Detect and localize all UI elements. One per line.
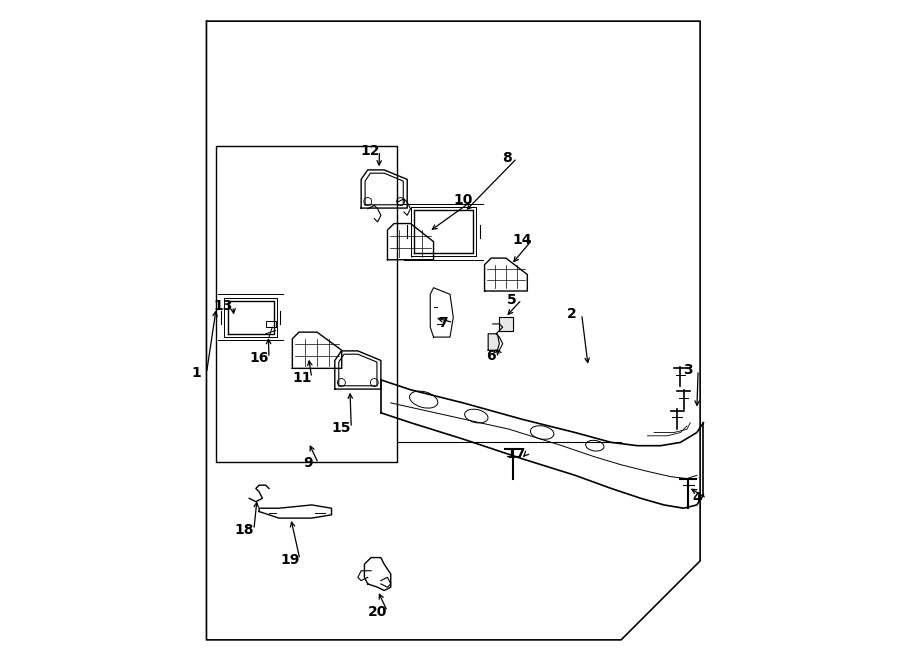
Text: 17: 17 [506,447,526,461]
Text: 9: 9 [303,457,313,471]
Text: 11: 11 [292,371,311,385]
Text: 13: 13 [213,299,232,313]
Text: 15: 15 [331,421,351,435]
Text: 2: 2 [567,307,577,321]
Text: 19: 19 [281,553,300,566]
Text: 4: 4 [692,491,702,506]
Text: 8: 8 [502,151,512,165]
Text: 18: 18 [234,523,254,537]
Text: 3: 3 [683,363,693,377]
Polygon shape [488,334,500,350]
Text: 14: 14 [513,233,532,247]
Text: 16: 16 [249,351,269,365]
Text: 6: 6 [486,348,496,362]
Text: 10: 10 [454,193,473,207]
Polygon shape [500,317,512,330]
Text: 7: 7 [438,315,448,330]
Text: 12: 12 [360,144,380,158]
Text: 1: 1 [192,366,202,380]
Text: 20: 20 [368,605,387,619]
Text: 5: 5 [507,293,517,307]
